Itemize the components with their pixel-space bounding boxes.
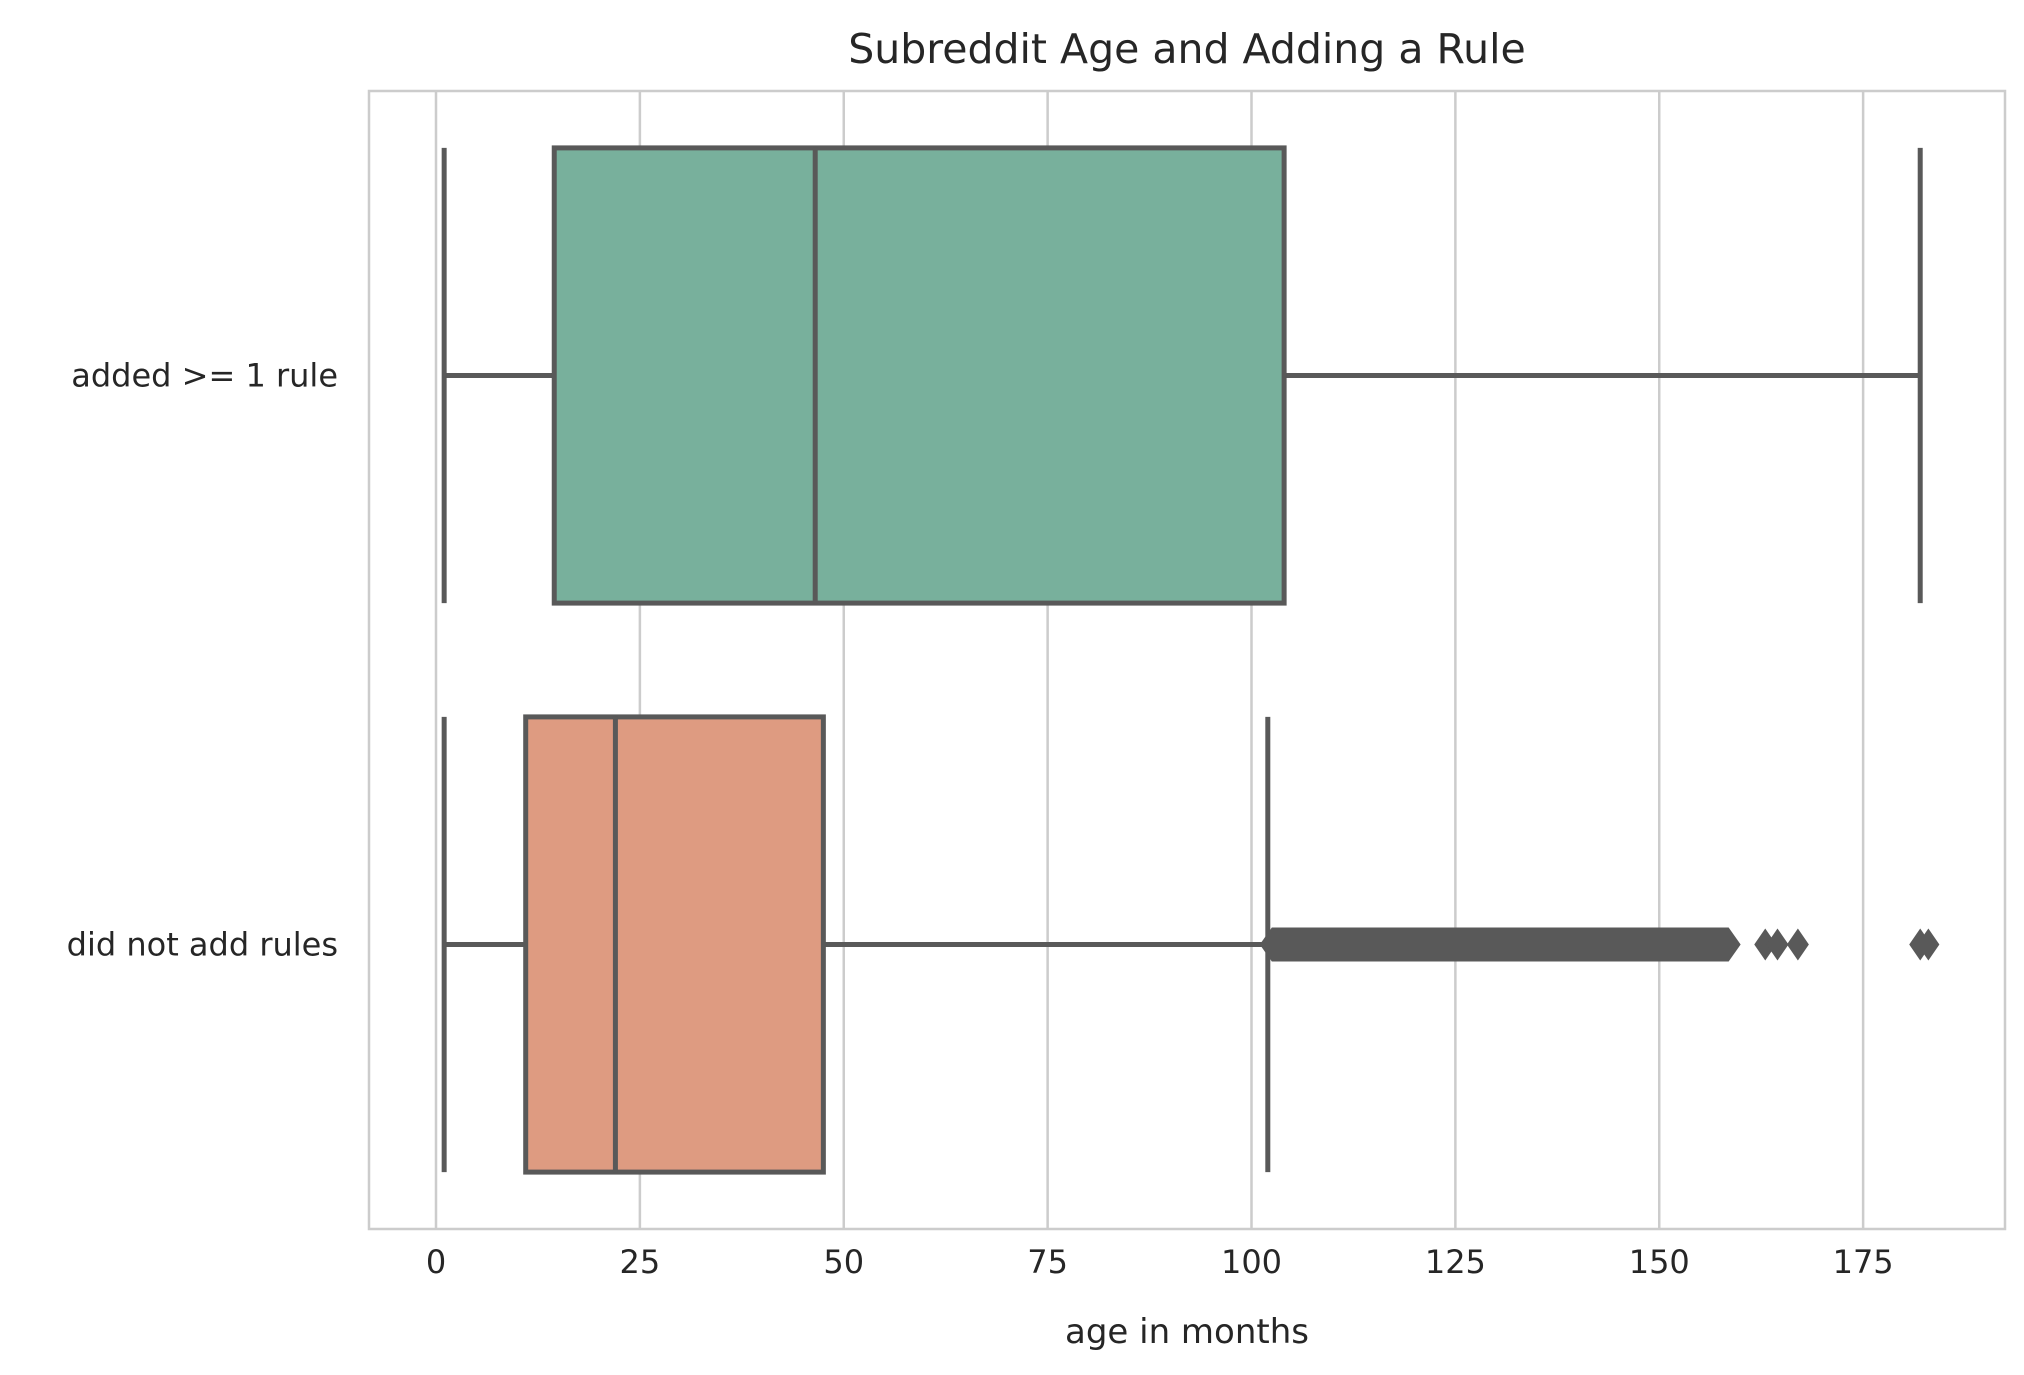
x-tick-label-100: 100 [1221, 1243, 1282, 1281]
outlier-point [1786, 928, 1809, 961]
x-tick-label-150: 150 [1629, 1243, 1690, 1281]
x-tick-label-0: 0 [426, 1243, 446, 1281]
x-axis-label: age in months [1065, 1312, 1309, 1352]
y-tick-label: did not add rules [67, 926, 338, 964]
y-tick-label: added >= 1 rule [71, 357, 338, 395]
x-tick-label-125: 125 [1425, 1243, 1486, 1281]
box-group-2 [441, 714, 1940, 1175]
chart-title: Subreddit Age and Adding a Rule [848, 25, 1525, 73]
x-tick-label-175: 175 [1833, 1243, 1894, 1281]
plot-frame [367, 89, 2007, 1231]
x-tick-label-75: 75 [1027, 1243, 1068, 1281]
outlier-point [1766, 928, 1789, 961]
x-tick-label-25: 25 [620, 1243, 661, 1281]
box-series [441, 145, 1940, 1175]
outlier-band [1259, 927, 1741, 962]
x-axis-ticks: 0 25 50 75 100 125 150 175 [426, 1243, 1894, 1281]
iqr-box [551, 145, 1287, 606]
iqr-box [523, 714, 826, 1175]
x-tick-label-50: 50 [823, 1243, 864, 1281]
y-axis-ticks: added >= 1 rule did not add rules [67, 357, 338, 964]
outlier-point [1917, 928, 1940, 961]
outlier-point [1754, 928, 1777, 961]
box-group-1 [441, 145, 1923, 606]
